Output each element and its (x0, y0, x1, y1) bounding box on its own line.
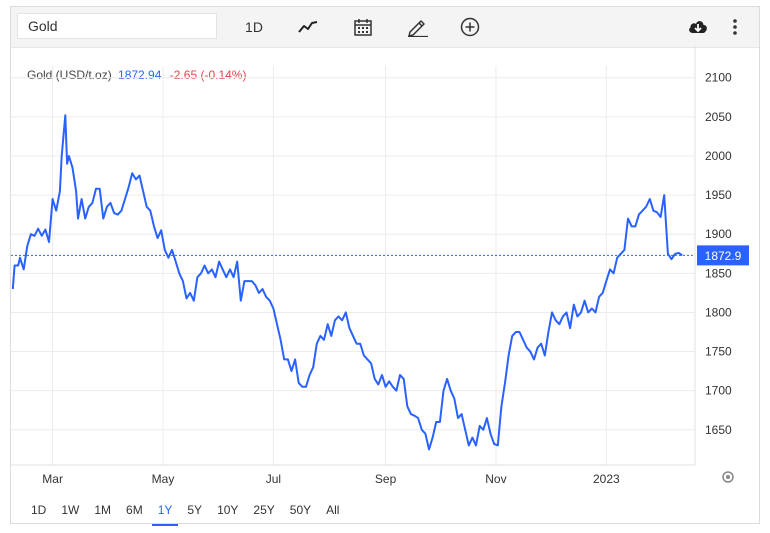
y-tick-label: 2050 (705, 110, 732, 124)
chart-style-button[interactable] (295, 13, 321, 41)
add-indicator-icon (460, 17, 480, 37)
y-tick-label: 1950 (705, 188, 732, 202)
line-chart-style-icon (298, 21, 318, 33)
chart-grid (11, 46, 696, 466)
y-tick-label: 1800 (705, 305, 732, 319)
x-tick-label: Sep (375, 472, 397, 486)
date-range-button[interactable] (350, 13, 376, 41)
pencil-draw-icon (408, 20, 428, 37)
range-selector: 1D 1W 1M 6M 1Y 5Y 10Y 25Y 50Y All (31, 497, 354, 527)
y-tick-label: 1900 (705, 227, 732, 241)
add-indicator-button[interactable] (457, 13, 483, 41)
legend-change: -2.65 (-0.14%) (169, 68, 247, 82)
y-tick-label: 1750 (705, 345, 732, 359)
legend-symbol-name: Gold (USD/t.oz) (27, 68, 112, 82)
interval-button[interactable]: 1D (239, 13, 269, 41)
range-button-1y[interactable]: 1Y (151, 497, 178, 526)
x-tick-label: Nov (485, 472, 506, 486)
chart-widget: Gold 1D (10, 6, 760, 527)
legend-price: 1872.94 (118, 68, 162, 82)
x-tick-label: May (152, 472, 175, 486)
calendar-icon (354, 19, 372, 36)
y-tick-label: 2100 (705, 71, 732, 85)
x-tick-label: Mar (42, 472, 63, 486)
download-button[interactable] (685, 13, 711, 41)
range-button-25y[interactable]: 25Y (253, 503, 275, 517)
range-button-1w[interactable]: 1W (61, 503, 80, 517)
range-button-50y[interactable]: 50Y (289, 503, 312, 517)
download-cloud-icon (689, 21, 707, 33)
range-button-1d[interactable]: 1D (31, 503, 47, 517)
interval-label: 1D (245, 19, 263, 35)
x-axis: Mar May Jul Sep Nov 2023 (42, 472, 620, 486)
chart-legend: Gold (USD/t.oz) 1872.94 -2.65 (-0.14%) (27, 68, 246, 82)
range-button-5y[interactable]: 5Y (187, 503, 203, 517)
drawing-tools-button[interactable] (404, 13, 432, 41)
y-tick-label: 1700 (705, 384, 732, 398)
x-tick-label: Jul (266, 472, 281, 486)
range-button-10y[interactable]: 10Y (217, 503, 239, 517)
gear-icon (722, 471, 734, 483)
symbol-search-input[interactable]: Gold (17, 13, 217, 39)
more-vertical-icon (733, 19, 737, 35)
range-button-all[interactable]: All (326, 503, 340, 517)
more-options-button[interactable] (725, 13, 745, 41)
chart-toolbar: Gold 1D (11, 7, 759, 48)
price-series-line (11, 114, 683, 451)
y-tick-label: 1850 (705, 266, 732, 280)
last-price-tag: 1872.9 (697, 245, 749, 266)
settings-button[interactable] (722, 471, 734, 483)
x-tick-label: 2023 (593, 472, 620, 486)
range-button-6m[interactable]: 6M (126, 503, 143, 517)
gear-icon-center (726, 475, 730, 479)
range-button-1m[interactable]: 1M (94, 503, 112, 517)
last-price-tag-label: 1872.9 (705, 249, 742, 263)
y-tick-label: 1650 (705, 423, 732, 437)
y-axis: 1650 1700 1750 1800 1850 1900 1950 2000 2050 2100 (705, 71, 732, 437)
last-price-tag-bg (697, 245, 749, 266)
y-tick-label: 2000 (705, 149, 732, 163)
